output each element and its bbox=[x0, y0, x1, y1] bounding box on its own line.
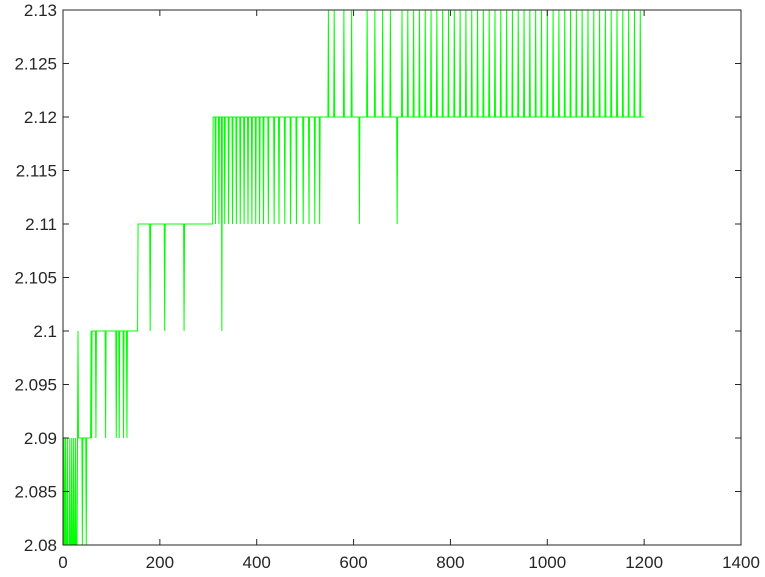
x-tick-label: 1200 bbox=[625, 553, 663, 572]
y-axis: 2.08 2.085 2.09 2.095 2.1 2.105 2.11 2.115 2.12 2… bbox=[14, 1, 741, 555]
y-tick-label: 2.115 bbox=[16, 162, 57, 181]
x-tick-label: 800 bbox=[436, 553, 464, 572]
x-tick-label: 1400 bbox=[722, 553, 760, 572]
series-layer bbox=[62, 9, 645, 546]
x-tick-label: 1000 bbox=[528, 553, 566, 572]
y-tick-label: 2.08 bbox=[24, 536, 57, 555]
x-tick-label: 600 bbox=[339, 553, 367, 572]
x-tick-label: 400 bbox=[243, 553, 271, 572]
y-tick-label: 2.09 bbox=[24, 429, 57, 448]
y-tick-label: 2.105 bbox=[14, 269, 57, 288]
y-tick-label: 2.11 bbox=[25, 215, 57, 234]
y-tick-label: 2.085 bbox=[14, 483, 57, 502]
series-line-1 bbox=[62, 9, 645, 546]
y-tick-label: 2.12 bbox=[24, 108, 57, 127]
y-tick-label: 2.095 bbox=[14, 376, 57, 395]
y-tick-label: 2.125 bbox=[14, 55, 57, 74]
x-tick-label: 200 bbox=[146, 553, 174, 572]
y-tick-label: 2.13 bbox=[24, 1, 57, 20]
x-axis: 0 200 400 600 800 1000 1200 1400 bbox=[58, 10, 760, 572]
x-tick-label: 0 bbox=[58, 553, 67, 572]
y-tick-label: 2.1 bbox=[33, 322, 57, 341]
